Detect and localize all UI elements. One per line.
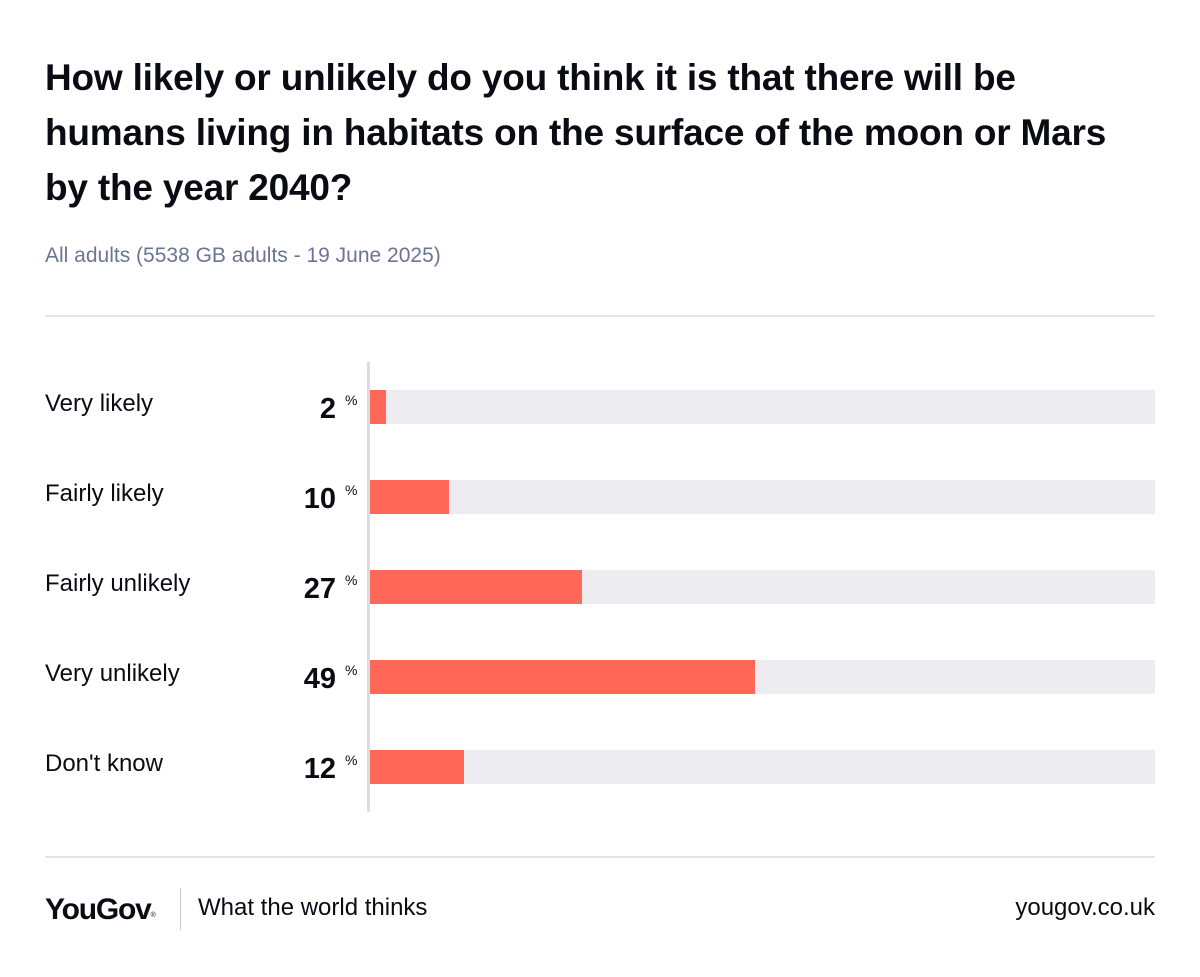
bar-track <box>370 660 1155 694</box>
value-label: 12 <box>303 753 336 785</box>
bar <box>370 750 465 784</box>
value-label: 49 <box>303 663 336 695</box>
category-label: Fairly likely <box>45 480 164 507</box>
percent-sign: % <box>345 662 358 678</box>
value-label: 2 <box>319 393 336 425</box>
footer-tagline: What the world thinks <box>198 894 428 921</box>
logo-registered-mark: ® <box>150 912 156 919</box>
chart-title: How likely or unlikely do you think it i… <box>45 57 1107 208</box>
value-label: 27 <box>303 573 336 605</box>
yougov-logo[interactable]: YouGov® <box>45 891 156 929</box>
footer-divider <box>180 888 181 930</box>
value-label: 10 <box>303 483 336 515</box>
category-label: Fairly unlikely <box>45 570 191 597</box>
chart-axis-line <box>367 362 370 812</box>
bar-track <box>370 390 1155 424</box>
category-label: Very unlikely <box>45 660 180 687</box>
percent-sign: % <box>345 752 358 768</box>
top-divider <box>45 315 1155 317</box>
logo-text: YouGov <box>45 893 152 926</box>
bar <box>370 480 449 514</box>
bar-track <box>370 750 1155 784</box>
category-label: Very likely <box>45 390 154 417</box>
footer-url[interactable]: yougov.co.uk <box>1015 894 1155 921</box>
bar-track <box>370 480 1155 514</box>
bar-track <box>370 570 1155 604</box>
bottom-divider <box>45 856 1155 858</box>
percent-sign: % <box>345 482 358 498</box>
percent-sign: % <box>345 392 358 408</box>
chart-subtitle: All adults (5538 GB adults - 19 June 202… <box>45 244 441 267</box>
bar <box>370 390 386 424</box>
bar <box>370 570 582 604</box>
percent-sign: % <box>345 572 358 588</box>
category-label: Don't know <box>45 750 163 777</box>
bar <box>370 660 755 694</box>
